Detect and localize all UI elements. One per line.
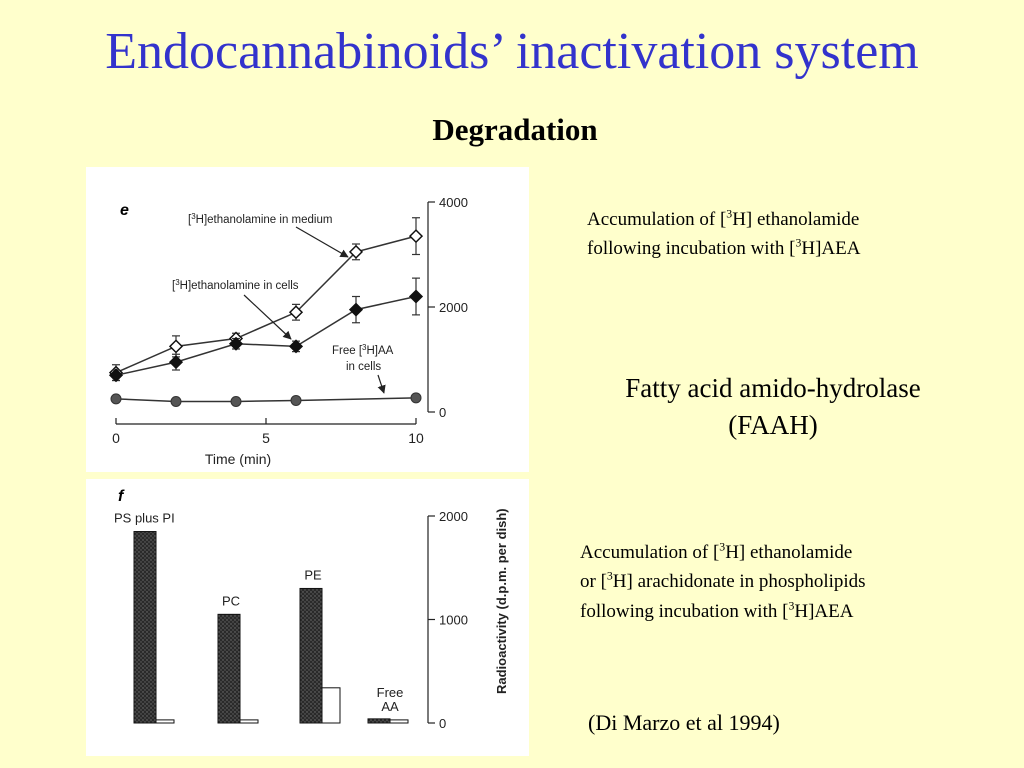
bar-open (389, 719, 409, 724)
enzyme-name: Fatty acid amido-hydrolase (FAAH) (578, 370, 968, 445)
bar-dark (217, 613, 241, 724)
data-point (410, 392, 422, 404)
data-point (290, 394, 302, 406)
bar-open (239, 719, 259, 724)
category-label: PE (304, 567, 322, 582)
x-tick-label: 5 (262, 430, 270, 446)
data-point (348, 302, 364, 317)
arrow-medium (295, 226, 349, 258)
series-filled-circle (110, 392, 422, 407)
enzyme-name-line2: (FAAH) (728, 410, 818, 441)
series-filled-diamond (108, 277, 424, 383)
svg-text:[3H]ethanolamine in medium: [3H]ethanolamine in medium (188, 212, 332, 226)
series-line (115, 397, 417, 403)
data-point (168, 355, 184, 370)
bar-dark (367, 718, 391, 724)
y-tick-label: 0 (439, 405, 446, 420)
chart-f-bars (133, 531, 409, 724)
svg-text:Free [3H]AA: Free [3H]AA (332, 343, 394, 357)
data-point (288, 305, 304, 320)
data-point (110, 393, 122, 405)
series-label-free-aa: Free [3H]AA in cells (332, 343, 394, 394)
chart-e-series (108, 217, 424, 407)
category-label: PS plus PI (114, 511, 175, 526)
data-point (168, 339, 184, 354)
chart-f-axes: 0 1000 2000 (427, 509, 468, 731)
series-label-medium: [3H]ethanolamine in medium (188, 212, 349, 258)
series-line (115, 235, 417, 374)
slide-title: Endocannabinoids’ inactivation system (105, 23, 919, 80)
category-label: Free (377, 685, 404, 700)
note-ethanolamide-accumulation: Accumulation of [3H] ethanolamide follow… (587, 207, 861, 260)
data-point (170, 396, 182, 407)
svg-text:[3H]ethanolamine in cells: [3H]ethanolamine in cells (172, 278, 299, 292)
panel-letter-f: f (118, 488, 125, 505)
y-tick-label: 1000 (439, 613, 468, 628)
enzyme-name-line1: Fatty acid amido-hydrolase (625, 373, 921, 403)
data-point (230, 396, 242, 407)
y-axis-label: Radioactivity (d.p.m. per dish) (494, 508, 509, 694)
bar-dark (299, 587, 323, 724)
y-tick-label: 0 (439, 716, 446, 731)
x-tick-label: 0 (112, 430, 120, 446)
category-label: AA (381, 699, 399, 714)
x-tick-label: 10 (408, 430, 424, 446)
panel-letter-e: e (120, 202, 129, 219)
category-label: PC (222, 593, 240, 608)
svg-text:in cells: in cells (346, 361, 381, 373)
series-line (115, 295, 417, 376)
series-label-cells: [3H]ethanolamine in cells (172, 278, 299, 340)
data-point (348, 244, 364, 259)
bar-open (321, 687, 341, 724)
data-point (408, 289, 424, 304)
chart-e-svg: e 0 5 10 0 2000 4000 [3H]ethanolamine in medi… (108, 195, 468, 467)
bar-open (155, 719, 175, 724)
chart-panel-f: f 0 1000 2000 PS plus PI PC PE Free AA Radioac… (86, 479, 529, 756)
data-point (108, 368, 124, 383)
chart-panel-e: e 0 5 10 0 2000 4000 [3H]ethanolamine in medi… (86, 167, 529, 472)
citation: (Di Marzo et al 1994) (588, 710, 780, 735)
y-tick-label: 2000 (439, 300, 468, 315)
bar-dark (133, 531, 157, 724)
x-axis-label: Time (min) (205, 451, 271, 467)
arrow-free-aa (377, 374, 386, 394)
slide-subtitle: Degradation (432, 112, 598, 147)
note-phospholipid-accumulation: Accumulation of [3H] ethanolamide or [3H… (580, 540, 866, 622)
data-point (228, 336, 244, 351)
y-tick-label: 4000 (439, 195, 468, 210)
data-point (288, 339, 304, 354)
y-tick-label: 2000 (439, 509, 468, 524)
arrow-cells (243, 294, 292, 340)
chart-e-axes: 0 5 10 0 2000 4000 (112, 195, 468, 446)
data-point (408, 229, 424, 244)
